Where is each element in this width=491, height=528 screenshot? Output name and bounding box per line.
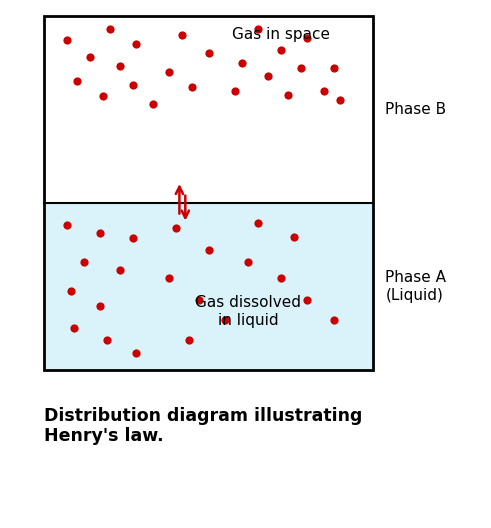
Point	[297, 64, 305, 72]
Point	[264, 72, 272, 80]
Point	[330, 316, 338, 324]
Point	[254, 25, 262, 33]
Point	[195, 296, 203, 304]
Point	[189, 83, 196, 91]
Point	[303, 296, 311, 304]
Point	[80, 257, 87, 266]
Bar	[44, 203, 373, 370]
Point	[73, 77, 81, 86]
Text: Distribution diagram illustrating
Henry's law.: Distribution diagram illustrating Henry'…	[44, 407, 362, 445]
Point	[185, 335, 193, 344]
Text: Phase B: Phase B	[385, 102, 446, 117]
Point	[205, 246, 213, 254]
Point	[205, 49, 213, 58]
Point	[129, 81, 137, 89]
Point	[303, 34, 311, 43]
Point	[133, 40, 140, 48]
Point	[116, 266, 124, 274]
Point	[116, 62, 124, 71]
Point	[67, 287, 75, 296]
Text: Phase A
(Liquid): Phase A (Liquid)	[385, 270, 446, 303]
Point	[133, 349, 140, 357]
Point	[284, 90, 292, 99]
Point	[165, 68, 173, 77]
Point	[254, 219, 262, 228]
Text: Gas dissolved
in liquid: Gas dissolved in liquid	[195, 295, 301, 327]
Point	[100, 92, 108, 101]
Point	[96, 229, 104, 238]
Point	[221, 316, 229, 324]
Point	[149, 100, 157, 108]
Point	[96, 302, 104, 310]
Point	[70, 324, 78, 332]
Point	[238, 59, 246, 67]
Point	[63, 36, 71, 44]
Point	[165, 274, 173, 282]
Point	[244, 257, 252, 266]
Text: Gas in space: Gas in space	[232, 27, 330, 42]
Point	[178, 31, 186, 39]
Point	[320, 87, 328, 95]
Point	[106, 25, 114, 33]
Point	[277, 274, 285, 282]
Point	[103, 335, 110, 344]
Point	[129, 234, 137, 242]
Point	[63, 221, 71, 229]
Point	[330, 64, 338, 72]
Point	[86, 53, 94, 61]
Point	[290, 232, 298, 241]
Point	[277, 45, 285, 54]
Bar	[44, 16, 373, 370]
Point	[172, 224, 180, 232]
Point	[336, 96, 344, 105]
Point	[231, 87, 239, 95]
